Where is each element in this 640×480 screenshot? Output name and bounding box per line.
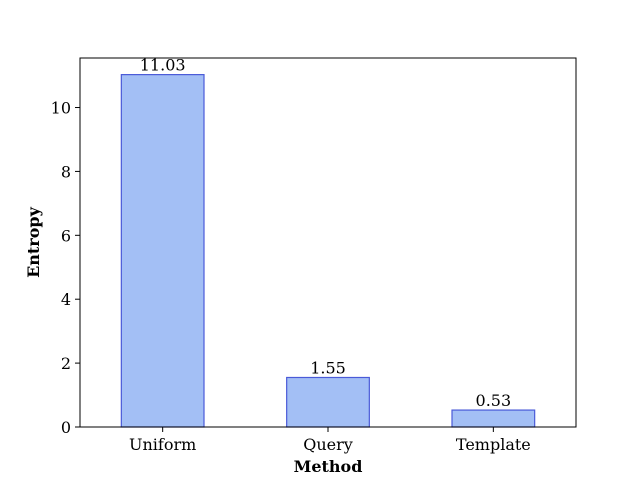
- bar-query: [286, 376, 370, 428]
- x-tick-label-uniform: Uniform: [129, 435, 196, 454]
- data-label-uniform: 11.03: [140, 56, 186, 75]
- bar-template: [451, 409, 536, 428]
- x-tick-label-query: Query: [303, 435, 353, 454]
- ticks-group: Uniform Query Template 0 2 4 6 8 10: [51, 99, 531, 454]
- y-tick-label: 4: [61, 290, 71, 309]
- y-tick-label: 0: [61, 418, 71, 437]
- y-tick-label: 6: [61, 226, 71, 245]
- y-tick-label: 2: [61, 354, 71, 373]
- bar-uniform: [120, 74, 205, 428]
- y-tick-label: 10: [51, 99, 71, 118]
- plot-frame: [79, 57, 577, 428]
- y-tick-label: 8: [61, 162, 71, 181]
- data-label-template: 0.53: [476, 391, 512, 410]
- data-label-query: 1.55: [310, 358, 346, 377]
- bars-group: 11.03 1.55 0.53: [120, 56, 536, 428]
- x-axis-title: Method: [294, 457, 363, 476]
- x-tick-label-template: Template: [456, 435, 531, 454]
- y-axis-title: Entropy: [24, 206, 43, 278]
